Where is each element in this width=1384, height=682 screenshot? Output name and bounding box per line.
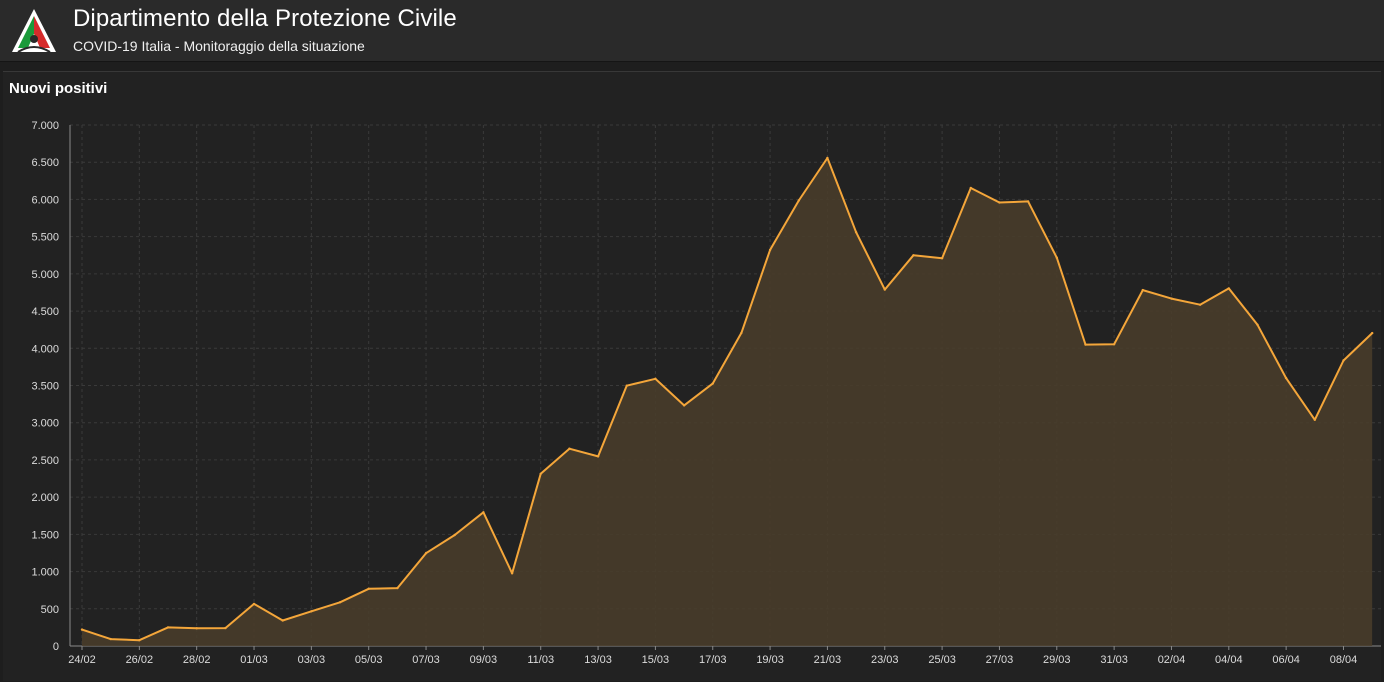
data-point bbox=[912, 254, 915, 257]
chart-panel-title: Nuovi positivi bbox=[9, 80, 108, 97]
x-tick-label: 03/03 bbox=[298, 654, 326, 666]
data-point bbox=[740, 331, 743, 335]
data-point bbox=[1112, 343, 1116, 346]
data-point bbox=[338, 601, 342, 604]
page-subtitle: COVID-19 Italia - Monitoraggio della sit… bbox=[73, 38, 365, 54]
data-point bbox=[539, 472, 542, 475]
data-point bbox=[1371, 331, 1374, 335]
protezione-civile-logo-icon bbox=[12, 9, 56, 53]
x-tick-label: 06/04 bbox=[1272, 654, 1300, 666]
data-point bbox=[654, 377, 657, 380]
page-title: Dipartimento della Protezione Civile bbox=[73, 5, 457, 32]
data-point bbox=[883, 288, 886, 291]
x-tick-label: 02/04 bbox=[1158, 654, 1186, 666]
y-tick-label: 3.000 bbox=[31, 418, 59, 430]
data-point bbox=[138, 639, 141, 642]
data-point bbox=[1227, 287, 1231, 290]
data-point bbox=[396, 586, 399, 590]
x-tick-label: 27/03 bbox=[986, 654, 1014, 666]
data-point bbox=[195, 627, 198, 630]
y-tick-label: 3.500 bbox=[31, 381, 59, 393]
x-tick-label: 25/03 bbox=[928, 654, 956, 666]
data-point bbox=[625, 384, 628, 387]
x-tick-label: 11/03 bbox=[527, 654, 554, 666]
y-tick-label: 5.000 bbox=[31, 269, 59, 281]
x-tick-label: 15/03 bbox=[642, 654, 670, 666]
data-point bbox=[510, 572, 514, 575]
data-point bbox=[424, 552, 428, 555]
data-point bbox=[281, 619, 284, 622]
data-point bbox=[310, 610, 313, 613]
app-header: Dipartimento della Protezione Civile COV… bbox=[0, 0, 1384, 62]
x-tick-label: 19/03 bbox=[756, 654, 784, 666]
y-tick-label: 2.500 bbox=[31, 455, 59, 467]
x-tick-label: 13/03 bbox=[584, 654, 612, 666]
data-point bbox=[367, 587, 370, 590]
y-tick-label: 4.000 bbox=[31, 343, 59, 355]
data-point bbox=[1055, 256, 1059, 259]
data-point bbox=[682, 404, 686, 407]
data-point bbox=[940, 257, 944, 260]
x-tick-label: 23/03 bbox=[871, 654, 899, 666]
data-point bbox=[80, 628, 84, 631]
y-tick-label: 6.500 bbox=[31, 157, 59, 169]
y-tick-label: 500 bbox=[41, 604, 59, 616]
data-point bbox=[998, 201, 1001, 204]
data-point bbox=[1313, 418, 1317, 421]
data-point bbox=[224, 626, 227, 630]
data-point bbox=[1084, 343, 1087, 346]
new-positives-chart: 0 500 1.000 1.500 2.000 2.500 3.000 3.500 4.000 4… bbox=[31, 120, 1381, 666]
y-tick-label: 5.500 bbox=[31, 232, 59, 244]
data-point bbox=[252, 602, 256, 606]
data-point bbox=[711, 382, 714, 385]
data-point bbox=[482, 511, 485, 514]
x-tick-label: 24/02 bbox=[68, 654, 96, 666]
x-tick-label: 08/04 bbox=[1330, 654, 1358, 666]
chart-panel: Nuovi positivi 0 500 1.000 1.500 2.000 2.500 3… bbox=[3, 71, 1381, 681]
y-tick-label: 1.500 bbox=[31, 529, 59, 541]
data-point bbox=[1342, 359, 1345, 362]
x-tick-label: 21/03 bbox=[814, 654, 842, 666]
y-tick-label: 4.500 bbox=[31, 306, 59, 318]
data-point bbox=[1284, 376, 1288, 380]
y-tick-label: 2.000 bbox=[31, 492, 59, 504]
data-point bbox=[1198, 303, 1202, 306]
data-point bbox=[109, 637, 112, 641]
x-tick-label: 31/03 bbox=[1100, 654, 1128, 666]
data-point bbox=[453, 533, 456, 537]
data-point bbox=[596, 455, 600, 458]
data-point bbox=[854, 231, 858, 234]
x-tick-label: 26/02 bbox=[126, 654, 154, 666]
series-area bbox=[82, 158, 1373, 646]
y-tick-label: 0 bbox=[53, 641, 59, 653]
data-point bbox=[568, 447, 571, 450]
y-tick-label: 6.000 bbox=[31, 194, 59, 206]
data-point bbox=[826, 156, 829, 160]
data-point bbox=[969, 186, 972, 190]
x-tick-label: 05/03 bbox=[355, 654, 383, 666]
series-line bbox=[81, 157, 1373, 642]
data-point bbox=[166, 626, 170, 629]
data-point bbox=[797, 199, 800, 202]
data-point bbox=[1141, 288, 1145, 292]
x-tick-label: 29/03 bbox=[1043, 654, 1071, 666]
x-tick-label: 28/02 bbox=[183, 654, 211, 666]
data-point bbox=[768, 248, 772, 252]
data-point bbox=[1026, 200, 1030, 203]
x-tick-label: 17/03 bbox=[699, 654, 727, 666]
x-tick-label: 04/04 bbox=[1215, 654, 1243, 666]
x-tick-label: 01/03 bbox=[240, 654, 268, 666]
data-point bbox=[1256, 323, 1259, 326]
y-tick-label: 1.000 bbox=[31, 567, 59, 579]
data-point bbox=[1170, 297, 1173, 300]
x-tick-label: 07/03 bbox=[412, 654, 440, 666]
y-tick-label: 7.000 bbox=[31, 120, 59, 132]
x-tick-label: 09/03 bbox=[470, 654, 498, 666]
